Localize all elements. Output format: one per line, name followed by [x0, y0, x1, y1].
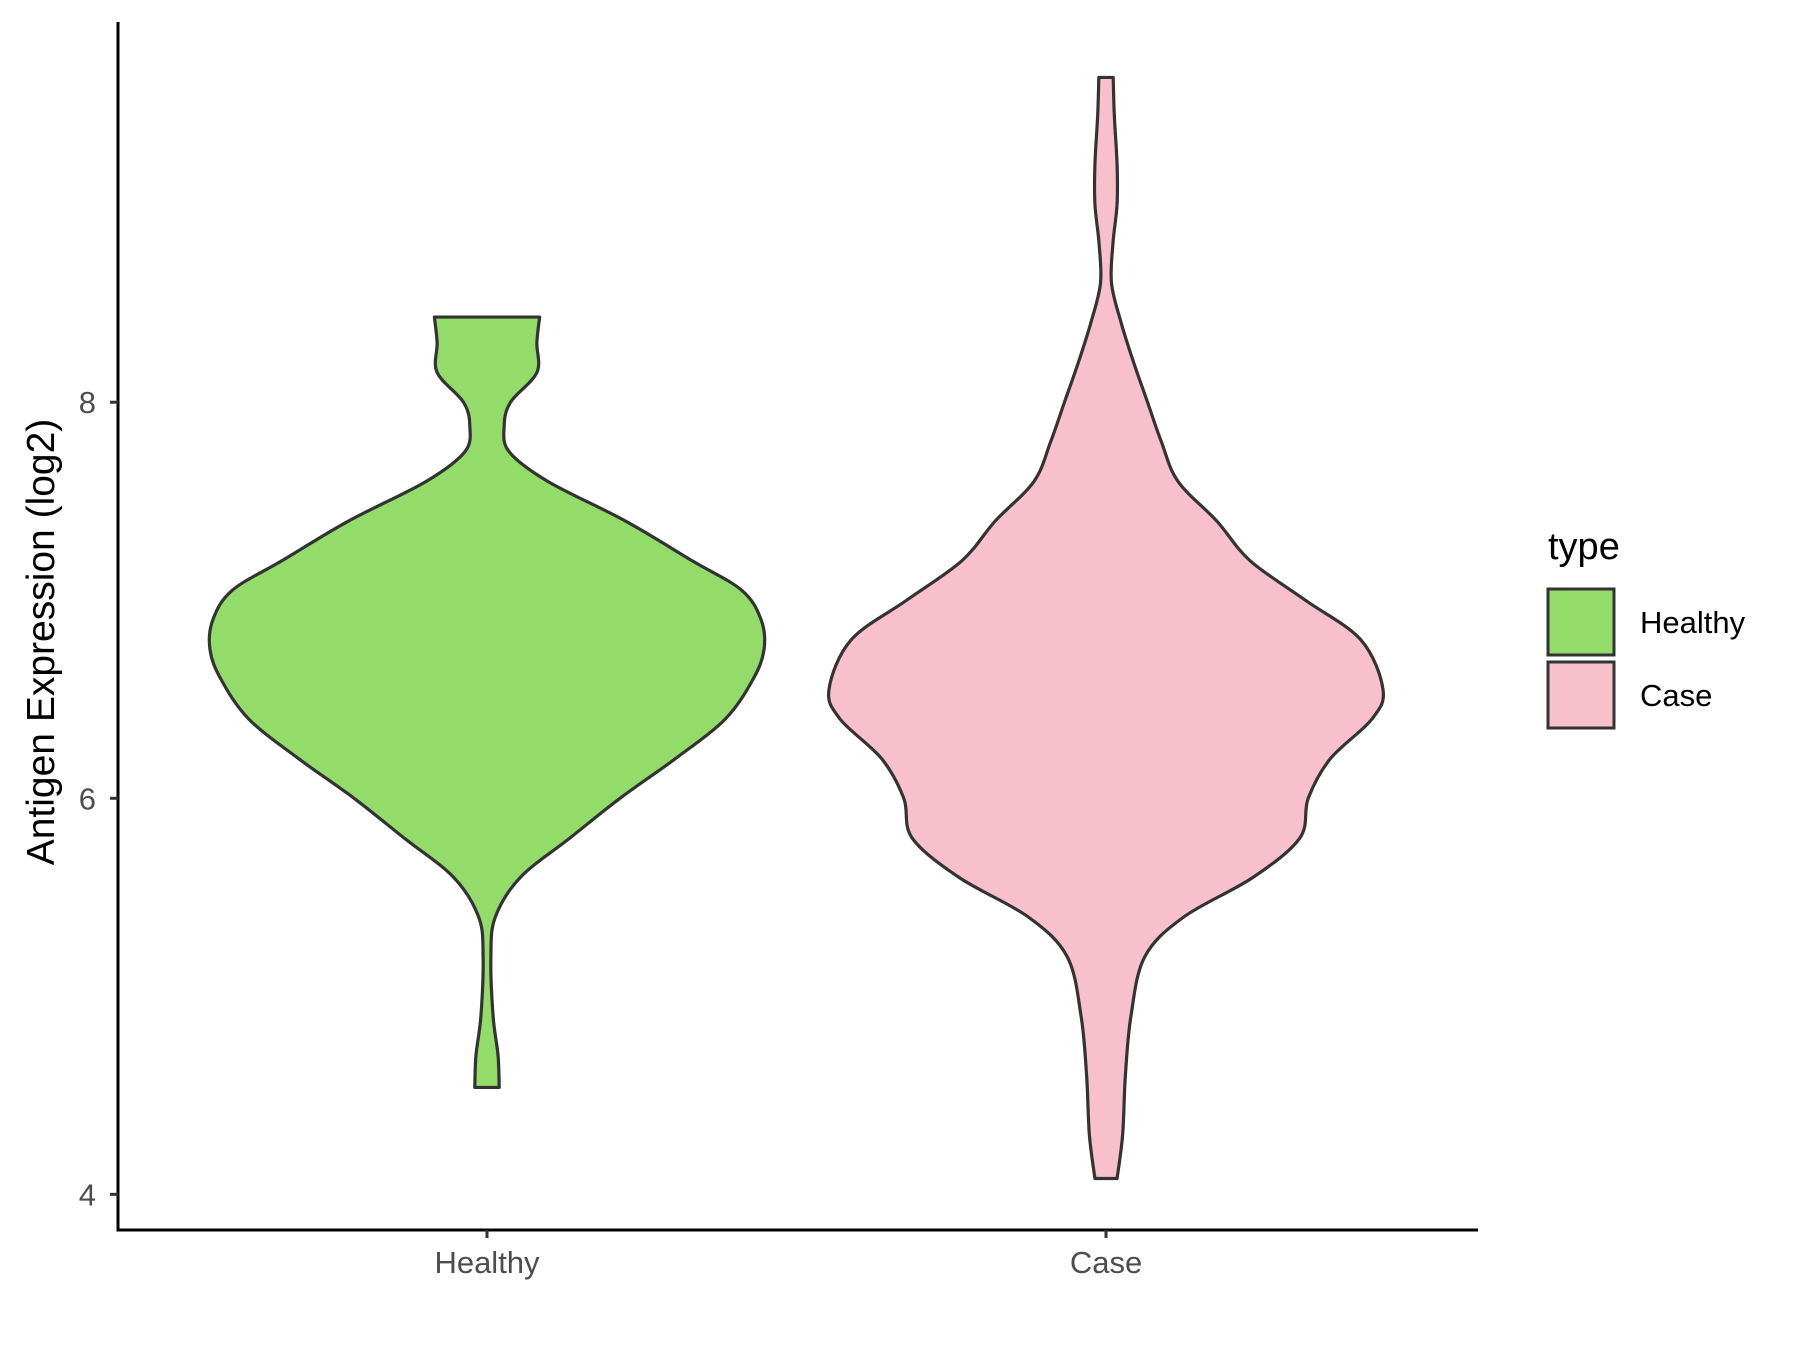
violin-healthy	[207, 315, 767, 1090]
y-tick-label: 8	[79, 385, 96, 420]
violin-case	[826, 75, 1386, 1181]
legend-key-healthy	[1546, 587, 1616, 657]
legend-label: Healthy	[1640, 605, 1746, 640]
x-tick-label: Healthy	[434, 1245, 540, 1280]
x-ticks: Healthy Case	[434, 1230, 1142, 1280]
y-axis-title: Antigen Expression (log2)	[20, 419, 63, 866]
y-ticks: 4 6 8	[79, 385, 118, 1212]
legend-key-case	[1546, 660, 1616, 730]
violins	[207, 75, 1386, 1181]
legend-title: type	[1548, 526, 1620, 568]
y-tick-label: 6	[79, 781, 96, 816]
legend-items: Healthy Case	[1546, 587, 1746, 730]
y-tick-label: 4	[79, 1177, 96, 1212]
x-tick-label: Case	[1070, 1245, 1142, 1280]
legend: type Healthy Case	[1546, 526, 1746, 730]
legend-label: Case	[1640, 678, 1712, 713]
